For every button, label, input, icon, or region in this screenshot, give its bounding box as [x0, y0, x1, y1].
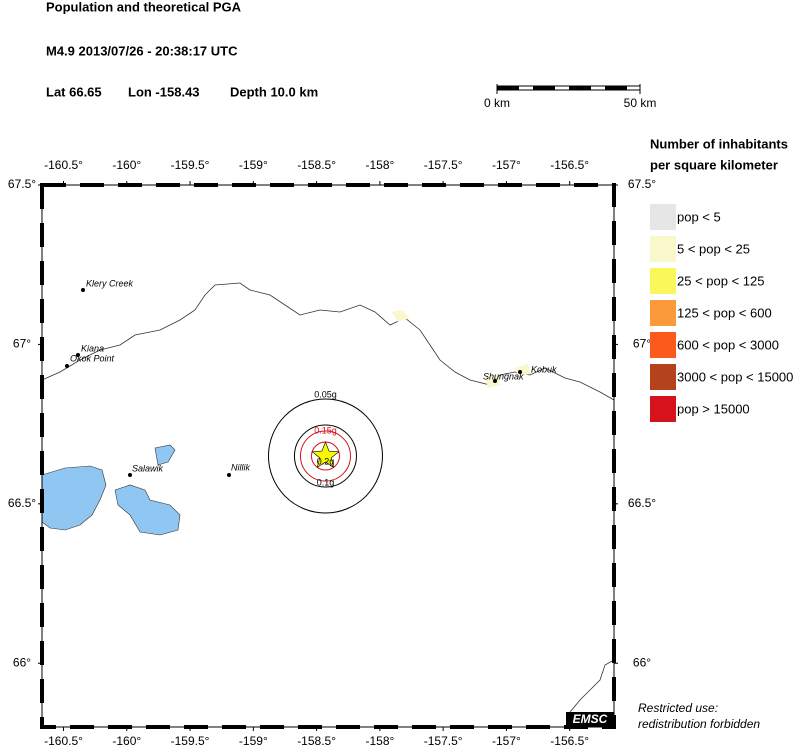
legend-swatch: [650, 300, 676, 326]
x-tick-label: -158.5°: [297, 734, 336, 748]
credit: EMSC: [573, 712, 608, 726]
x-tick-label: -160°: [112, 158, 141, 172]
legend-swatch: [650, 332, 676, 358]
x-tick-label: -158.5°: [297, 158, 336, 172]
town-label: Kobuk: [531, 364, 557, 374]
town-label: Salawik: [132, 463, 164, 473]
event: M4.9 2013/07/26 - 20:38:17 UTC: [46, 43, 238, 58]
town-label: Okok Point: [70, 353, 115, 363]
pga-label: 0.1g: [317, 477, 335, 487]
town-dot: [518, 370, 522, 374]
x-tick-label: -160.5°: [44, 734, 83, 748]
legend-swatch: [650, 268, 676, 294]
longitude: Lon -158.43: [128, 84, 200, 99]
x-tick-label: -157°: [492, 158, 521, 172]
x-tick-label: -160.5°: [44, 158, 83, 172]
y-tick-label: 66.5°: [8, 496, 36, 510]
legend-label: pop < 5: [677, 209, 721, 224]
epicenter: [311, 441, 340, 468]
x-tick-label: -157°: [492, 734, 521, 748]
pga-label: 0.2g: [317, 456, 335, 466]
x-tick-label: -160°: [112, 734, 141, 748]
y-tick-label: 66.5°: [628, 496, 656, 510]
x-tick-label: -159°: [239, 158, 268, 172]
town-dot: [493, 379, 497, 383]
y-tick-label: 67°: [633, 337, 651, 351]
town-dot: [76, 353, 80, 357]
legend-title: Number of inhabitants: [650, 136, 788, 151]
town-dot: [128, 473, 132, 477]
x-tick-label: -156.5°: [550, 734, 589, 748]
legend-label: 3000 < pop < 15000: [677, 369, 793, 384]
legend-label: 5 < pop < 25: [677, 241, 750, 256]
x-tick-label: -159.5°: [171, 734, 210, 748]
scale-start: 0 km: [484, 96, 510, 110]
title: Population and theoretical PGA: [46, 0, 242, 14]
notice: redistribution forbidden: [638, 717, 760, 731]
pga-label: 0.05g: [314, 389, 337, 399]
town-label: Nillik: [231, 462, 250, 472]
legend-label: pop > 15000: [677, 401, 750, 416]
town-dot: [227, 473, 231, 477]
town-label: Klery Creek: [86, 278, 134, 288]
x-tick-label: -158°: [365, 734, 394, 748]
pga-label: 0.15g: [314, 425, 337, 435]
x-tick-label: -157.5°: [424, 158, 463, 172]
y-tick-label: 67°: [13, 337, 31, 351]
legend-label: 125 < pop < 600: [677, 305, 772, 320]
legend-label: 25 < pop < 125: [677, 273, 764, 288]
legend-swatch: [650, 364, 676, 390]
legend-title: per square kilometer: [650, 157, 778, 172]
depth: Depth 10.0 km: [230, 84, 318, 99]
town-dot: [81, 288, 85, 292]
pga-ring: [293, 424, 357, 488]
y-tick-label: 67.5°: [8, 177, 36, 191]
y-tick-label: 67.5°: [628, 177, 656, 191]
x-tick-label: -158°: [365, 158, 394, 172]
pga-ring: [299, 430, 351, 482]
scale-end: 50 km: [624, 96, 657, 110]
x-tick-label: -156.5°: [550, 158, 589, 172]
y-tick-label: 66°: [13, 655, 31, 669]
legend-swatch: [650, 236, 676, 262]
latitude: Lat 66.65: [46, 84, 102, 99]
scale-bar: [496, 84, 641, 94]
notice: Restricted use:: [638, 701, 718, 715]
legend-swatch: [650, 396, 676, 422]
town-label: Shungnak: [483, 371, 524, 381]
town-dot: [65, 364, 69, 368]
town-label: Kiana: [81, 343, 104, 353]
x-tick-label: -159°: [239, 734, 268, 748]
x-tick-label: -157.5°: [424, 734, 463, 748]
y-tick-label: 66°: [633, 655, 651, 669]
map-frame-dashes: [40, 183, 616, 729]
legend-label: 600 < pop < 3000: [677, 337, 779, 352]
x-tick-label: -159.5°: [171, 158, 210, 172]
credit-box: [566, 712, 614, 727]
legend-swatch: [650, 204, 676, 230]
pga-ring: [267, 398, 383, 514]
